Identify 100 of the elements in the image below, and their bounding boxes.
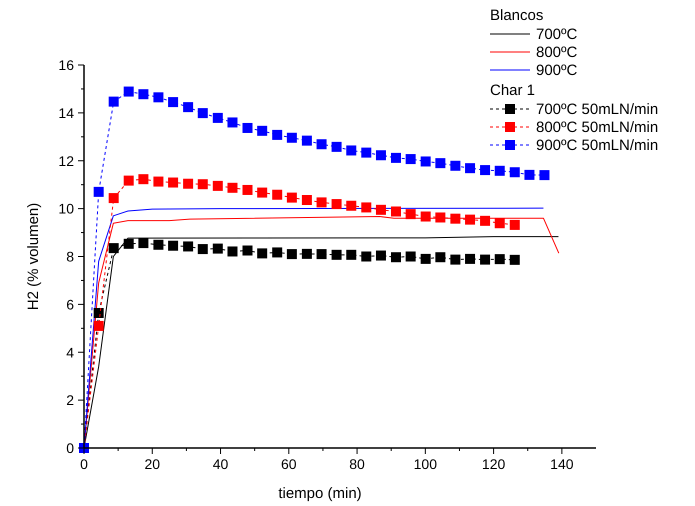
point [183,241,194,252]
x-tick-label: 20 [144,456,160,472]
point [450,254,460,265]
point [108,96,119,107]
point [138,238,148,248]
point [390,152,401,163]
point [494,254,505,264]
legend-label: 700ºC 50mLN/min [536,101,658,118]
x-tick-label: 80 [349,456,366,472]
point [420,212,431,222]
y-tick-label: 16 [58,57,74,73]
point [124,238,134,249]
y-axis-title: H2 (% volumen) [25,202,42,310]
point [183,102,194,112]
point [212,244,223,254]
annotation: Char 1 [490,82,536,99]
legend-label: 700ºC [536,26,578,43]
point [138,89,148,100]
point [168,178,178,188]
point [465,254,476,264]
point [168,240,178,251]
point [138,174,148,184]
point [153,92,164,102]
point [406,154,416,164]
y-tick-label: 14 [58,104,74,121]
point [376,150,386,160]
point [272,190,282,200]
point [435,158,446,168]
point [420,156,431,166]
point [376,204,386,215]
point [450,160,460,171]
point [332,250,342,260]
point [242,184,252,195]
legend-label: 900ºC 50mLN/min [536,137,658,154]
point [153,240,164,250]
point [316,197,327,208]
point [108,243,119,254]
point [539,170,550,180]
x-tick-label: 0 [80,456,88,472]
y-tick-label: 0 [66,440,74,456]
point [227,182,238,193]
point [242,246,252,256]
point [272,130,282,140]
point [168,97,178,108]
point [420,254,431,264]
point [153,176,164,187]
x-tick-label: 40 [212,456,229,472]
point [510,254,520,265]
point [212,180,223,191]
point [257,126,268,136]
point [257,188,268,198]
point [510,167,520,178]
point [94,308,104,318]
point [198,244,208,254]
y-tick-label: 12 [58,152,74,169]
point [465,214,476,225]
legend-label: 800ºC [536,44,578,61]
point [435,252,446,262]
point [286,192,297,203]
y-tick-label: 6 [66,296,74,312]
point [361,252,372,262]
x-tick-label: 140 [550,456,574,472]
x-tick-label: 120 [482,456,506,472]
y-tick-label: 4 [66,344,74,360]
point [302,136,312,146]
x-tick-label: 100 [414,456,438,472]
point [361,148,372,158]
legend-title: Blancos [490,7,544,24]
point [406,252,416,262]
point [480,254,490,265]
point [494,166,505,176]
x-axis-title: tiempo (min) [278,485,362,502]
point [94,186,104,197]
point [390,252,401,262]
point [480,216,490,226]
point [332,199,342,210]
point [286,132,297,143]
point [406,209,416,220]
point [124,176,134,186]
point [316,249,327,260]
y-tick-label: 2 [66,392,74,408]
legend-label: 900ºC [536,62,578,79]
y-tick-label: 10 [58,200,74,217]
point [286,249,297,260]
y-tick-label: 8 [66,248,74,264]
point [435,212,446,222]
point [376,250,386,261]
point [465,163,476,174]
point [183,178,194,189]
point [524,170,534,180]
point [510,220,520,230]
point [227,117,238,128]
point [450,214,460,224]
point [198,179,208,190]
point [212,112,223,123]
point [346,200,356,211]
point [480,165,490,176]
legend-label: 800ºC 50mLN/min [536,119,658,136]
point [94,320,104,331]
point [494,218,505,228]
